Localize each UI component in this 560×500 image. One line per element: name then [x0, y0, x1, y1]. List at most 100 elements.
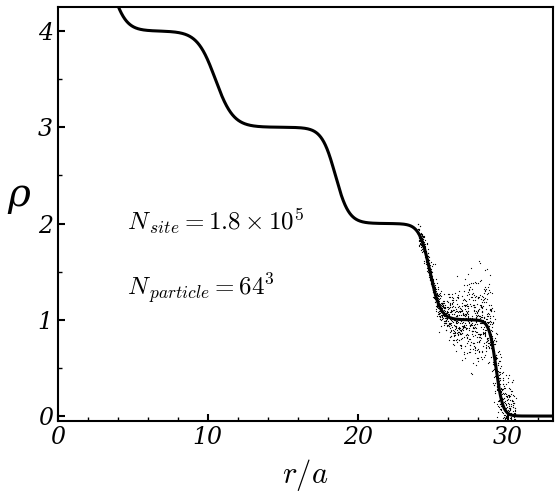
- Point: [506, 409, 515, 417]
- Point: [444, 304, 453, 312]
- Point: [501, 417, 510, 425]
- Point: [464, 290, 473, 298]
- Point: [450, 316, 459, 324]
- Point: [497, 395, 506, 403]
- Point: [498, 402, 507, 409]
- Point: [459, 323, 468, 331]
- Point: [425, 262, 434, 270]
- Point: [484, 280, 493, 287]
- Point: [430, 284, 439, 292]
- Point: [508, 378, 517, 386]
- Point: [450, 302, 459, 310]
- Point: [455, 316, 464, 324]
- Point: [426, 258, 435, 266]
- Point: [481, 341, 490, 349]
- Point: [501, 380, 510, 388]
- Point: [425, 264, 434, 272]
- Point: [482, 298, 491, 306]
- Point: [452, 319, 461, 327]
- Point: [510, 414, 519, 422]
- Point: [484, 344, 493, 351]
- Point: [423, 254, 432, 262]
- Point: [431, 297, 440, 305]
- Point: [510, 417, 519, 425]
- Point: [451, 289, 460, 297]
- Point: [418, 240, 427, 248]
- Point: [433, 295, 442, 303]
- Point: [444, 311, 453, 319]
- Point: [466, 321, 475, 329]
- Point: [414, 232, 423, 240]
- Point: [496, 402, 505, 410]
- Point: [492, 368, 501, 376]
- Point: [462, 297, 471, 305]
- Point: [457, 330, 466, 338]
- Point: [437, 322, 446, 330]
- Point: [435, 298, 444, 306]
- Point: [446, 316, 455, 324]
- Point: [433, 302, 442, 310]
- Point: [492, 351, 501, 359]
- Point: [486, 320, 495, 328]
- Point: [453, 324, 462, 332]
- Point: [464, 270, 473, 278]
- Point: [441, 309, 450, 317]
- Point: [431, 286, 440, 294]
- Point: [500, 412, 509, 420]
- Point: [423, 252, 432, 260]
- Point: [433, 298, 442, 306]
- Point: [435, 302, 444, 310]
- Point: [494, 362, 503, 370]
- Point: [466, 302, 475, 310]
- Point: [491, 354, 500, 362]
- Point: [448, 306, 457, 314]
- Point: [444, 312, 452, 320]
- Point: [499, 395, 508, 403]
- Point: [485, 339, 494, 347]
- Point: [472, 318, 481, 326]
- Point: [473, 312, 482, 320]
- Point: [468, 358, 477, 366]
- Point: [475, 306, 484, 314]
- Point: [414, 226, 423, 234]
- Point: [486, 288, 494, 296]
- Point: [464, 306, 473, 314]
- Point: [413, 230, 422, 237]
- Point: [428, 288, 437, 296]
- Point: [460, 302, 469, 310]
- Point: [453, 326, 462, 334]
- Point: [442, 308, 451, 316]
- Point: [501, 413, 510, 421]
- Point: [461, 312, 470, 320]
- Point: [430, 282, 439, 290]
- Point: [502, 412, 511, 420]
- Point: [427, 277, 436, 285]
- Point: [494, 348, 503, 356]
- Point: [501, 392, 510, 400]
- Point: [423, 268, 432, 276]
- Point: [509, 410, 518, 418]
- Point: [435, 314, 444, 322]
- Point: [464, 286, 473, 294]
- Point: [501, 404, 510, 412]
- Point: [438, 301, 447, 309]
- Point: [447, 306, 456, 314]
- Point: [488, 334, 497, 342]
- Point: [427, 265, 436, 273]
- Point: [430, 294, 438, 302]
- Point: [422, 266, 431, 274]
- Point: [454, 294, 463, 302]
- Point: [471, 278, 480, 286]
- Point: [450, 310, 459, 318]
- Point: [417, 233, 426, 241]
- Point: [448, 306, 457, 314]
- Point: [465, 324, 474, 332]
- Point: [427, 281, 436, 289]
- Point: [468, 327, 477, 335]
- Point: [487, 320, 496, 328]
- Point: [477, 348, 486, 356]
- Point: [508, 417, 517, 425]
- Point: [466, 321, 475, 329]
- Point: [424, 268, 433, 276]
- Point: [494, 396, 503, 404]
